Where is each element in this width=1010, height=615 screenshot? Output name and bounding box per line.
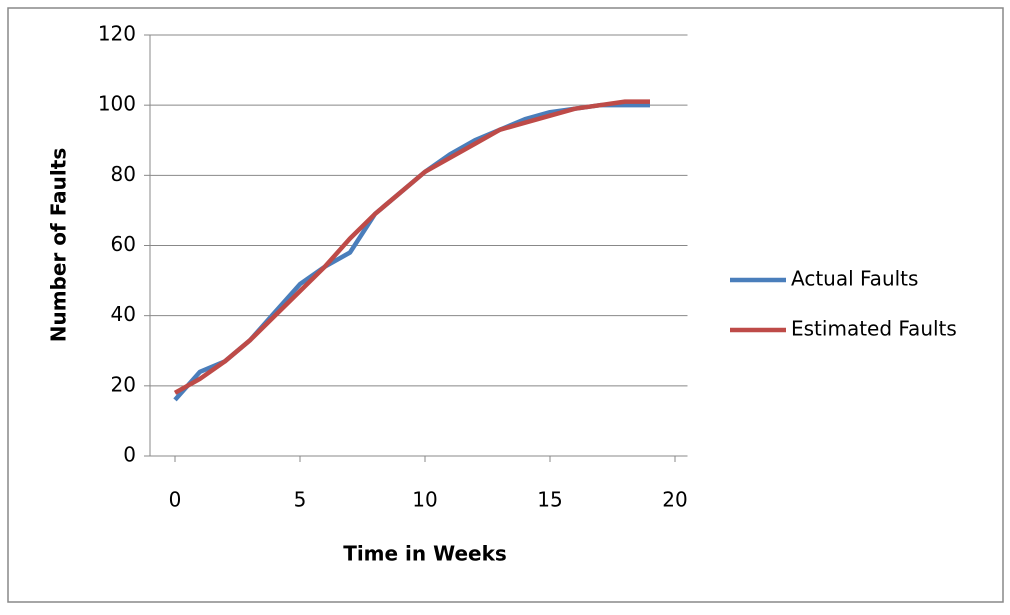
x-tick-label: 20 [662, 488, 687, 512]
y-tick-label: 40 [111, 302, 136, 326]
x-axis-label: Time in Weeks [343, 542, 507, 566]
y-tick-label: 0 [123, 443, 136, 467]
y-tick-label: 60 [111, 232, 136, 256]
x-tick-label: 10 [412, 488, 437, 512]
y-tick-label: 20 [111, 372, 136, 396]
y-tick-label: 100 [98, 92, 136, 116]
legend-label: Actual Faults [791, 267, 918, 291]
y-axis-label: Number of Faults [47, 148, 71, 342]
x-tick-label: 15 [537, 488, 562, 512]
x-tick-label: 5 [294, 488, 307, 512]
series-line [173, 99, 650, 395]
x-tick-label: 0 [169, 488, 182, 512]
chart-border [7, 7, 1004, 603]
y-tick-label: 80 [111, 162, 136, 186]
y-tick-label: 120 [98, 22, 136, 46]
legend-label: Estimated Faults [791, 317, 957, 341]
